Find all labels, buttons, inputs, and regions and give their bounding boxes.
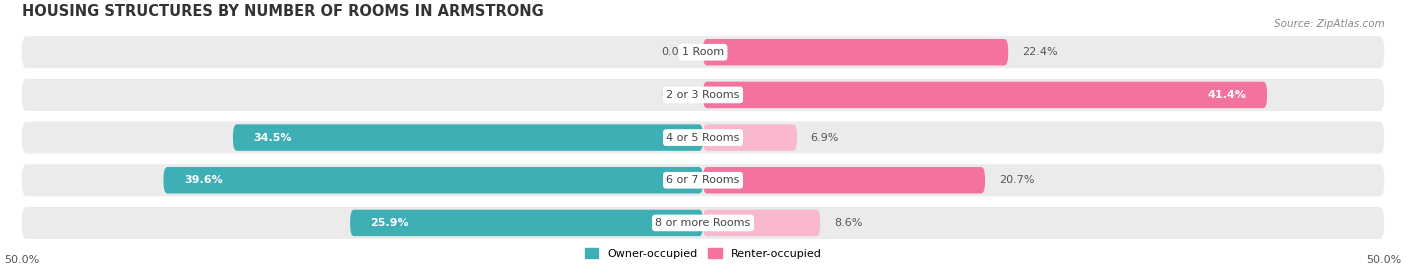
FancyBboxPatch shape — [233, 124, 703, 151]
Text: 0.0%: 0.0% — [661, 47, 689, 57]
Legend: Owner-occupied, Renter-occupied: Owner-occupied, Renter-occupied — [581, 244, 825, 263]
FancyBboxPatch shape — [163, 167, 703, 193]
FancyBboxPatch shape — [703, 210, 820, 236]
Text: Source: ZipAtlas.com: Source: ZipAtlas.com — [1274, 19, 1385, 29]
FancyBboxPatch shape — [21, 164, 1385, 196]
Text: HOUSING STRUCTURES BY NUMBER OF ROOMS IN ARMSTRONG: HOUSING STRUCTURES BY NUMBER OF ROOMS IN… — [21, 4, 544, 19]
FancyBboxPatch shape — [703, 82, 1267, 108]
Text: 8 or more Rooms: 8 or more Rooms — [655, 218, 751, 228]
Text: 0.0%: 0.0% — [661, 90, 689, 100]
Text: 6 or 7 Rooms: 6 or 7 Rooms — [666, 175, 740, 185]
FancyBboxPatch shape — [703, 39, 1008, 65]
FancyBboxPatch shape — [703, 167, 986, 193]
Text: 20.7%: 20.7% — [998, 175, 1035, 185]
Text: 8.6%: 8.6% — [834, 218, 862, 228]
Text: 25.9%: 25.9% — [371, 218, 409, 228]
Text: 4 or 5 Rooms: 4 or 5 Rooms — [666, 133, 740, 143]
Text: 6.9%: 6.9% — [811, 133, 839, 143]
FancyBboxPatch shape — [703, 124, 797, 151]
FancyBboxPatch shape — [21, 36, 1385, 68]
FancyBboxPatch shape — [21, 207, 1385, 239]
Text: 34.5%: 34.5% — [253, 133, 292, 143]
Text: 39.6%: 39.6% — [184, 175, 222, 185]
FancyBboxPatch shape — [350, 210, 703, 236]
Text: 1 Room: 1 Room — [682, 47, 724, 57]
Text: 2 or 3 Rooms: 2 or 3 Rooms — [666, 90, 740, 100]
Text: 22.4%: 22.4% — [1022, 47, 1057, 57]
FancyBboxPatch shape — [21, 79, 1385, 111]
Text: 41.4%: 41.4% — [1208, 90, 1247, 100]
FancyBboxPatch shape — [21, 122, 1385, 154]
